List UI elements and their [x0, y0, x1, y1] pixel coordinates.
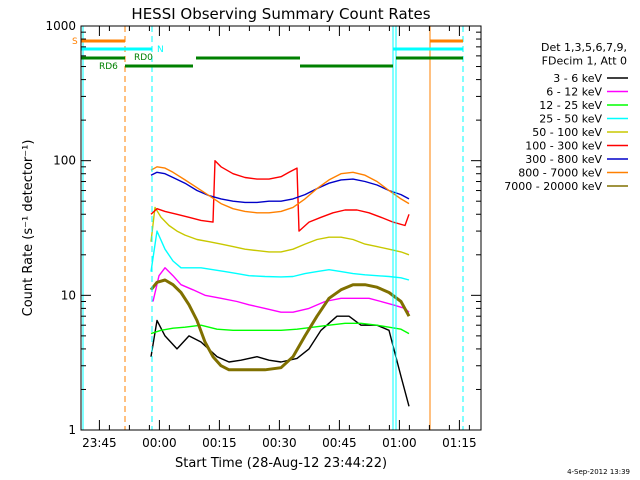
series-line-800-7000-kev: [150, 166, 410, 214]
y-axis-label: Count Rate (s⁻¹ detector⁻¹): [21, 140, 36, 317]
annotation-layer: S N RD0 RD6: [72, 26, 464, 430]
series-line-50-100-kev: [150, 206, 410, 256]
y-tick-label: 1: [68, 423, 76, 437]
x-tick-label: 00:45: [322, 436, 357, 450]
x-tick-label: 23:45: [82, 436, 117, 450]
series-line-100-300-kev: [150, 159, 410, 232]
series-line-3-6-kev: [150, 315, 410, 407]
chart-title: HESSI Observing Summary Count Rates: [131, 5, 430, 23]
legend-header-line: Det 1,3,5,6,7,9,: [541, 41, 627, 54]
legend-label: 6 - 12 keV: [546, 86, 602, 99]
night-label: N: [157, 45, 164, 55]
axis-layer: 23:45 00:00 00:15 00:30 00:45 01:00 01:15 1 10 10…: [45, 19, 481, 450]
series-layer: [149, 159, 411, 407]
legend-label: 7000 - 20000 keV: [504, 180, 602, 193]
attenuator-label: S: [72, 37, 78, 47]
x-tick-label: 01:00: [382, 436, 417, 450]
y-tick-label: 100: [53, 154, 76, 168]
legend-header-line: FDecim 1, Att 0: [542, 55, 627, 68]
legend-label: 3 - 6 keV: [553, 72, 602, 85]
series-line-6-12-kev: [152, 267, 410, 313]
decimation-label: RD6: [99, 62, 118, 72]
x-axis-label: Start Time (28-Aug-12 23:44:22): [175, 456, 387, 471]
x-tick-label: 00:00: [142, 436, 177, 450]
series-line-25-50-kev: [150, 230, 410, 281]
legend-label: 800 - 7000 keV: [518, 167, 602, 180]
y-tick-label: 10: [61, 288, 76, 302]
legend: Det 1,3,5,6,7,9,FDecim 1, Att 0 3 - 6 keV…: [504, 41, 628, 193]
y-tick-label: 1000: [45, 19, 76, 33]
legend-label: 12 - 25 keV: [539, 99, 602, 112]
legend-label: 50 - 100 keV: [532, 126, 602, 139]
legend-label: 25 - 50 keV: [539, 113, 602, 126]
plot-area: [80, 25, 482, 431]
series-line-300-800-kev: [150, 171, 410, 204]
series-line-12-25-kev: [150, 322, 410, 335]
x-tick-label: 00:30: [262, 436, 297, 450]
date-stamp: 4-Sep-2012 13:39: [567, 468, 630, 476]
series-line-7000-20000-kev: [149, 278, 411, 372]
legend-label: 300 - 800 keV: [525, 153, 602, 166]
x-tick-label: 00:15: [202, 436, 237, 450]
x-tick-label: 01:15: [442, 436, 477, 450]
legend-label: 100 - 300 keV: [525, 140, 602, 153]
decimation-label: RD0: [134, 53, 153, 63]
